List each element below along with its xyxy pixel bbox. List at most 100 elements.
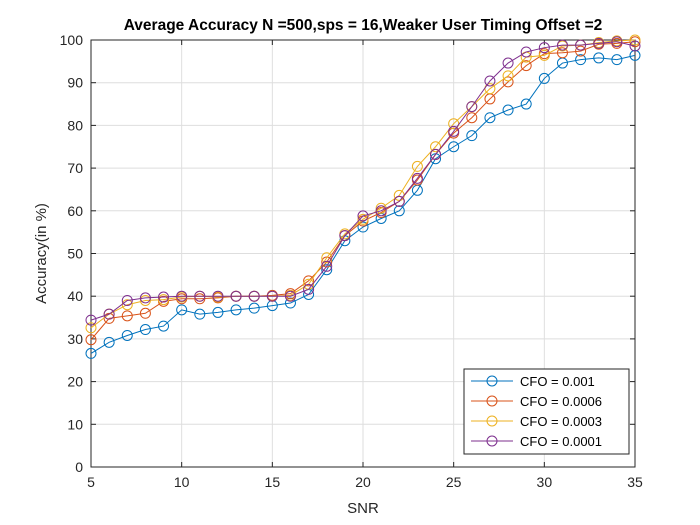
data-point xyxy=(448,125,460,137)
y-tick-label: 20 xyxy=(67,374,83,390)
data-point xyxy=(375,205,387,217)
data-point xyxy=(575,54,587,66)
data-point xyxy=(85,334,97,346)
data-point xyxy=(556,47,568,59)
data-point xyxy=(158,294,170,306)
legend-marker xyxy=(486,415,498,427)
data-point xyxy=(158,291,170,303)
x-tick-label: 35 xyxy=(627,474,643,490)
series-line xyxy=(90,41,636,321)
data-point xyxy=(139,307,151,319)
y-axis-label: Accuracy(in %) xyxy=(33,203,50,304)
data-point xyxy=(466,130,478,142)
data-point xyxy=(611,54,623,66)
series-3 xyxy=(85,34,641,334)
series-layer xyxy=(85,34,641,359)
data-point xyxy=(357,221,369,233)
data-point xyxy=(303,283,315,295)
y-tick-label: 40 xyxy=(67,288,83,304)
data-point xyxy=(538,49,550,61)
series-1 xyxy=(85,49,641,359)
data-point xyxy=(212,290,224,302)
data-point xyxy=(430,141,442,153)
data-point xyxy=(502,70,514,82)
data-point xyxy=(266,290,278,302)
x-tick-label: 20 xyxy=(355,474,371,490)
y-tick-label: 70 xyxy=(67,160,83,176)
data-point xyxy=(502,104,514,116)
data-point xyxy=(466,101,478,113)
series-line xyxy=(90,39,636,329)
legend: CFO = 0.001 CFO = 0.0006 CFO = 0.0003 CFO =… xyxy=(463,368,630,455)
series-4 xyxy=(85,36,641,326)
data-point xyxy=(85,347,97,359)
data-point xyxy=(212,306,224,318)
y-tick-label: 80 xyxy=(67,117,83,133)
data-point xyxy=(339,230,351,242)
data-point xyxy=(284,290,296,302)
data-point xyxy=(303,275,315,287)
axis-ticks: 5 10 15 20 25 30 35 0 10 20 30 40 50 60 70 80 90 100 xyxy=(60,32,643,490)
x-axis-label: SNR xyxy=(347,500,379,517)
data-point xyxy=(520,98,532,110)
legend-marker xyxy=(486,435,498,447)
series-line xyxy=(90,54,636,354)
legend-label: CFO = 0.001 xyxy=(520,374,595,389)
legend-box xyxy=(463,368,630,455)
data-point xyxy=(484,75,496,87)
data-point xyxy=(629,49,641,61)
data-point xyxy=(158,320,170,332)
y-tick-label: 0 xyxy=(75,459,83,475)
data-point xyxy=(357,210,369,222)
data-point xyxy=(230,290,242,302)
data-point xyxy=(411,160,423,172)
data-point xyxy=(139,292,151,304)
data-point xyxy=(484,112,496,124)
data-point xyxy=(538,42,550,54)
data-point xyxy=(194,308,206,320)
legend-marker xyxy=(486,395,498,407)
y-tick-label: 10 xyxy=(67,416,83,432)
data-point xyxy=(284,297,296,309)
data-point xyxy=(85,314,97,326)
data-point xyxy=(85,322,97,334)
y-tick-label: 30 xyxy=(67,331,83,347)
data-point xyxy=(248,302,260,314)
legend-marker xyxy=(486,375,498,387)
data-point xyxy=(448,118,460,130)
data-point xyxy=(321,264,333,276)
data-point xyxy=(194,293,206,305)
legend-label: CFO = 0.0001 xyxy=(520,434,602,449)
data-point xyxy=(629,40,641,52)
data-point xyxy=(575,45,587,57)
y-tick-label: 100 xyxy=(60,32,84,48)
x-tick-label: 30 xyxy=(537,474,553,490)
x-tick-label: 5 xyxy=(87,474,95,490)
data-point xyxy=(520,60,532,72)
legend-label: CFO = 0.0006 xyxy=(520,394,602,409)
data-point xyxy=(520,46,532,58)
data-point xyxy=(121,310,133,322)
legend-label: CFO = 0.0003 xyxy=(520,414,602,429)
data-point xyxy=(139,324,151,336)
data-point xyxy=(466,112,478,124)
data-point xyxy=(176,304,188,316)
data-point xyxy=(593,37,605,49)
y-tick-label: 50 xyxy=(67,246,83,262)
data-point xyxy=(103,336,115,348)
data-point xyxy=(611,36,623,48)
data-point xyxy=(121,329,133,341)
x-tick-label: 25 xyxy=(446,474,462,490)
chart-title: Average Accuracy N =500,sps = 16,Weaker … xyxy=(124,17,603,34)
data-point xyxy=(393,205,405,217)
data-point xyxy=(139,294,151,306)
data-point xyxy=(393,195,405,207)
x-tick-label: 15 xyxy=(265,474,281,490)
x-tick-label: 10 xyxy=(174,474,190,490)
data-point xyxy=(593,52,605,64)
y-tick-label: 60 xyxy=(67,203,83,219)
data-point xyxy=(176,290,188,302)
data-point xyxy=(556,39,568,51)
data-point xyxy=(448,141,460,153)
